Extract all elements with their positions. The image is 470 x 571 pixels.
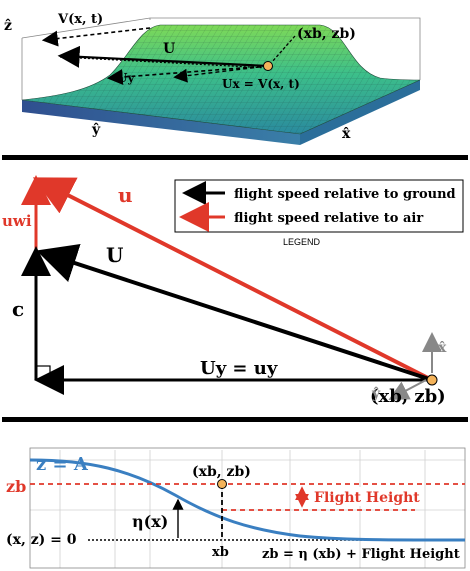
axis-y-arrow-b bbox=[388, 379, 427, 400]
flight-height-label-bg bbox=[310, 487, 412, 506]
u-label: u bbox=[118, 183, 133, 207]
Uy-equals-uy-label: Uy = uy bbox=[200, 358, 278, 379]
legend-ground-label: flight speed relative to ground bbox=[234, 187, 456, 202]
U-ground-vector bbox=[36, 243, 433, 382]
axis-x-label-b: x̂ bbox=[438, 340, 447, 356]
U-vector-arrow bbox=[57, 45, 269, 68]
surface-side-face bbox=[22, 100, 300, 145]
point-pointer bbox=[271, 35, 296, 63]
zb-formula: zb = η (xb) + Flight Height bbox=[262, 547, 460, 562]
legend-air-label: flight speed relative to air bbox=[234, 211, 423, 226]
panel-terrain-profile: z = A zb (xb, zb) Flight Height η(x) (x,… bbox=[6, 447, 466, 569]
uwi-label: uwi bbox=[2, 212, 32, 230]
divider-1 bbox=[2, 155, 468, 160]
axis-y-label: ŷ bbox=[91, 121, 101, 138]
axis-y-label-b: ŷ bbox=[371, 385, 381, 402]
point-xb-zb-marker-c bbox=[217, 479, 227, 489]
panel-surface-3d: ẑ ŷ x̂ V(x, t) (xb, zb) U Uy Ux = V(x, t… bbox=[4, 12, 421, 145]
point-label-b: (xb, zb) bbox=[370, 386, 446, 407]
Uy-label-a: Uy bbox=[117, 71, 135, 85]
point-label-c: (xb, zb) bbox=[192, 464, 251, 480]
Uy-vector-arrow bbox=[106, 65, 269, 86]
eta-label: η(x) bbox=[132, 512, 168, 531]
U-label-b: U bbox=[106, 243, 123, 267]
legend-box bbox=[174, 179, 464, 233]
wind-vector-arrow bbox=[41, 27, 151, 47]
axis-z-label: ẑ bbox=[4, 18, 12, 34]
z-equals-A-label: z = A bbox=[36, 454, 89, 475]
right-angle-marker bbox=[35, 365, 51, 381]
ridge-line bbox=[59, 56, 269, 69]
legend: flight speed relative to ground flight s… bbox=[174, 179, 464, 247]
legend-title: LEGEND bbox=[283, 237, 321, 247]
surface-front-face bbox=[300, 80, 420, 145]
terrain-curve bbox=[29, 458, 466, 542]
origin-label: (x, z) = 0 bbox=[6, 532, 77, 548]
zb-label: zb bbox=[6, 477, 26, 496]
point-label-a: (xb, zb) bbox=[297, 26, 356, 42]
axis-x-label: x̂ bbox=[342, 126, 351, 142]
c-label: c bbox=[12, 297, 24, 321]
panel-velocity-triangle: u uwi U c Uy = uy (xb, zb) x̂ ŷ flight s… bbox=[2, 175, 464, 407]
flight-height-label: Flight Height bbox=[314, 490, 420, 506]
xb-label: xb bbox=[212, 545, 229, 560]
divider-2 bbox=[2, 417, 468, 422]
Ux-vector-arrow bbox=[173, 65, 269, 83]
U-label-a: U bbox=[163, 41, 175, 57]
u-air-vector bbox=[32, 177, 433, 382]
point-xb-zb-marker bbox=[263, 61, 273, 71]
Ux-label-a: Ux = V(x, t) bbox=[222, 77, 300, 91]
wind-label: V(x, t) bbox=[57, 12, 103, 27]
point-xb-zb-marker-b bbox=[426, 374, 438, 386]
profile-grid bbox=[30, 450, 465, 568]
